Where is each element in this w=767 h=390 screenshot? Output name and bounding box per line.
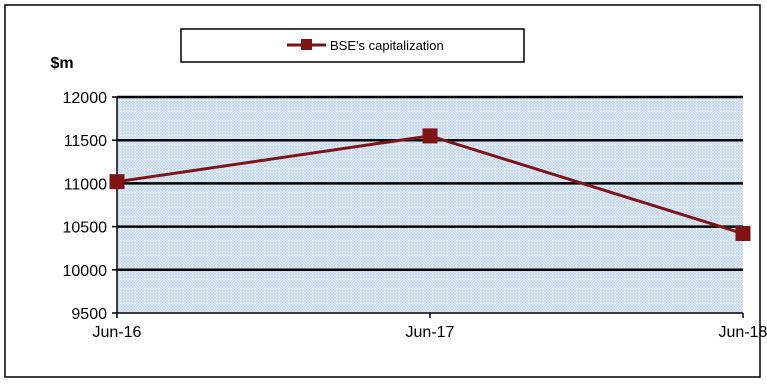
legend-series-label: BSE's capitalization [330, 38, 444, 53]
y-tick-labels: 9500 10000 10500 11000 11500 12000 [63, 90, 108, 323]
series-lines [109, 128, 751, 242]
x-tick-label: Jun-18 [719, 324, 767, 341]
legend-box [180, 28, 525, 63]
y-tick-label: 10500 [63, 220, 108, 237]
legend: BSE's capitalization [180, 28, 525, 63]
y-tick-label: 11000 [64, 176, 107, 193]
legend-series-marker [301, 39, 312, 50]
axes [116, 97, 744, 318]
y-tick-label: 10000 [63, 263, 108, 280]
y-tick-label: 12000 [63, 90, 108, 107]
data-point-marker [422, 128, 438, 144]
y-tick-label: 9500 [71, 306, 107, 323]
x-tick-label: Jun-17 [406, 324, 455, 341]
y-tick-label: 11500 [64, 133, 107, 150]
x-tick-labels: Jun-16 Jun-17 Jun-18 [93, 324, 767, 341]
x-tick-label: Jun-16 [93, 324, 142, 341]
data-point-marker [735, 226, 751, 242]
data-point-marker [109, 174, 125, 190]
y-axis-label: $m [50, 55, 73, 72]
